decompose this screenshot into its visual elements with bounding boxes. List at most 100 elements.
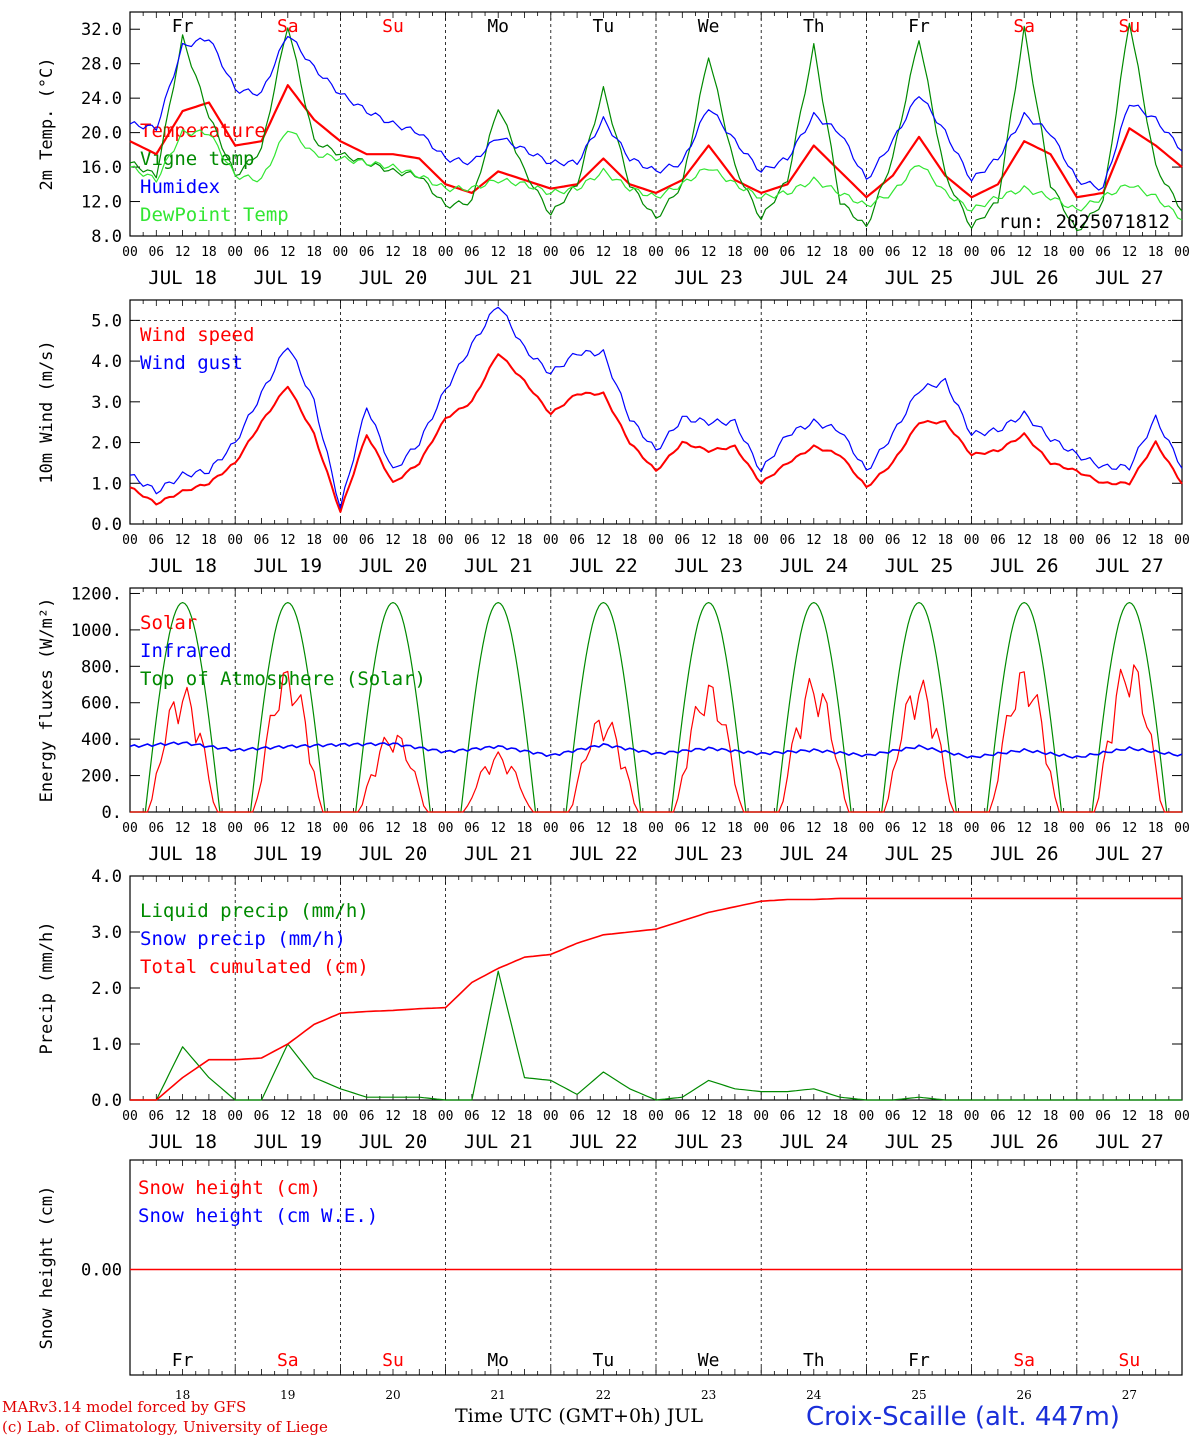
x-hour-label: 12 [806, 821, 822, 836]
day-name-bottom: Fr [172, 1350, 194, 1371]
x-hour-label: 00 [333, 533, 349, 548]
x-date-label: JUL 18 [148, 267, 217, 289]
legend-entry: Infrared [140, 640, 232, 662]
x-hour-label: 06 [569, 533, 585, 548]
x-date-label: JUL 18 [148, 1131, 217, 1153]
day-name-top: Su [382, 16, 404, 37]
y-tick-label: 2.0 [91, 434, 122, 454]
x-hour-label: 12 [1016, 245, 1032, 260]
x-hour-label: 06 [359, 245, 375, 260]
x-hour-label: 18 [517, 1109, 533, 1124]
y-tick-label: 2.0 [91, 979, 122, 999]
x-hour-label: 00 [122, 1109, 138, 1124]
x-hour-label: 06 [674, 245, 690, 260]
y-tick-label: 800. [81, 657, 122, 677]
x-hour-label: 06 [1095, 533, 1111, 548]
x-hour-label: 00 [1174, 1109, 1190, 1124]
series-line-infrared [129, 741, 1183, 759]
y-tick-label: 0.0 [91, 1091, 122, 1111]
x-hour-label: 00 [964, 821, 980, 836]
x-date-label: JUL 20 [359, 843, 428, 865]
x-hour-label: 06 [254, 245, 270, 260]
x-hour-label: 18 [306, 1109, 322, 1124]
x-hour-label: 00 [753, 245, 769, 260]
x-hour-label: 18 [411, 1109, 427, 1124]
x-hour-label: 06 [569, 821, 585, 836]
x-hour-label: 00 [122, 245, 138, 260]
x-hour-label: 12 [701, 245, 717, 260]
y-axis-label: Snow height (cm) [37, 1186, 57, 1350]
day-number-label: 20 [385, 1388, 400, 1402]
y-tick-label: 1000. [71, 621, 122, 641]
x-date-label: JUL 24 [779, 555, 848, 577]
x-hour-label: 00 [859, 1109, 875, 1124]
day-number-label: 22 [596, 1388, 611, 1402]
x-date-label: JUL 23 [674, 843, 743, 865]
x-date-label: JUL 22 [569, 267, 638, 289]
x-date-label: JUL 23 [674, 267, 743, 289]
x-date-label: JUL 24 [779, 1131, 848, 1153]
day-name-top: Fr [908, 16, 930, 37]
x-hour-label: 12 [385, 1109, 401, 1124]
legend-entry: Snow height (cm W.E.) [138, 1205, 378, 1227]
x-date-label: JUL 22 [569, 843, 638, 865]
x-hour-label: 18 [622, 821, 638, 836]
x-hour-label: 18 [1148, 245, 1164, 260]
x-date-label: JUL 26 [990, 1131, 1059, 1153]
x-hour-label: 00 [122, 533, 138, 548]
x-hour-label: 18 [832, 245, 848, 260]
x-hour-label: 06 [359, 821, 375, 836]
day-number-label: 18 [175, 1388, 190, 1402]
x-hour-label: 18 [1148, 1109, 1164, 1124]
x-hour-label: 06 [674, 533, 690, 548]
x-hour-label: 06 [780, 821, 796, 836]
x-hour-label: 18 [937, 533, 953, 548]
x-hour-label: 12 [596, 245, 612, 260]
series-line-dewpoint-temp [129, 129, 1183, 221]
day-name-top: Th [803, 16, 825, 37]
x-hour-label: 00 [438, 245, 454, 260]
x-hour-label: 12 [596, 821, 612, 836]
x-hour-label: 12 [175, 1109, 191, 1124]
x-hour-label: 12 [1122, 821, 1138, 836]
x-hour-label: 00 [438, 1109, 454, 1124]
x-hour-label: 18 [306, 821, 322, 836]
day-name-bottom: Sa [277, 1350, 299, 1371]
day-name-bottom: Fr [908, 1350, 930, 1371]
x-date-label: JUL 27 [1095, 843, 1164, 865]
y-tick-label: 3.0 [91, 923, 122, 943]
day-name-top: Sa [277, 16, 299, 37]
x-date-label: JUL 20 [359, 555, 428, 577]
x-hour-label: 06 [254, 821, 270, 836]
x-date-label: JUL 22 [569, 1131, 638, 1153]
x-hour-label: 18 [727, 821, 743, 836]
day-name-bottom: Mo [487, 1350, 509, 1371]
y-tick-label: 20.0 [81, 124, 122, 144]
x-hour-label: 00 [333, 821, 349, 836]
legend-entry: DewPoint Temp [140, 204, 289, 226]
y-axis-label: Precip (mm/h) [37, 921, 57, 1054]
x-hour-label: 12 [385, 245, 401, 260]
x-hour-label: 18 [727, 245, 743, 260]
x-hour-label: 00 [859, 533, 875, 548]
y-tick-label: 4.0 [91, 867, 122, 887]
run-label: run: 2025071812 [998, 211, 1170, 233]
x-date-label: JUL 25 [885, 843, 954, 865]
x-date-label: JUL 20 [359, 267, 428, 289]
x-hour-label: 06 [885, 1109, 901, 1124]
x-hour-label: 00 [122, 821, 138, 836]
x-date-label: JUL 18 [148, 555, 217, 577]
y-tick-label: 32.0 [81, 20, 122, 40]
y-axis-label: Energy fluxes (W/m²) [37, 598, 57, 803]
x-hour-label: 00 [1174, 533, 1190, 548]
y-tick-label: 0.00 [81, 1261, 122, 1281]
y-tick-label: 0.0 [91, 515, 122, 535]
panel-frame-3 [129, 587, 1183, 813]
x-hour-label: 12 [596, 533, 612, 548]
x-date-label: JUL 21 [464, 1131, 533, 1153]
x-date-label: JUL 22 [569, 555, 638, 577]
y-tick-label: 1200. [71, 584, 122, 604]
x-hour-label: 06 [464, 533, 480, 548]
x-hour-label: 06 [674, 1109, 690, 1124]
y-axis-label: 10m Wind (m/s) [37, 340, 57, 483]
